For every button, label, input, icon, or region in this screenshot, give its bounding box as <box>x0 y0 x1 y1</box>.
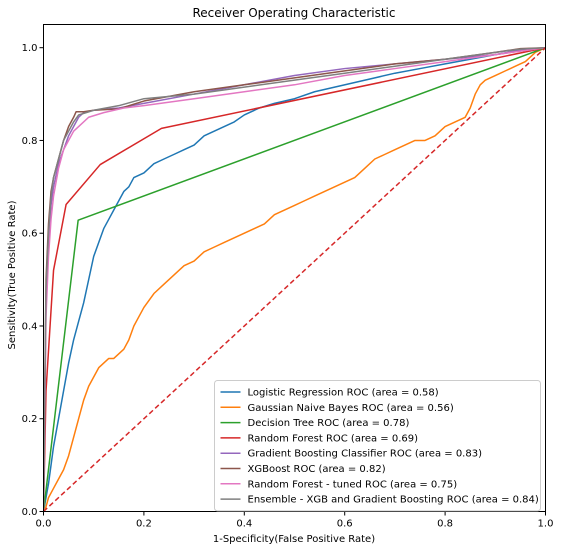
diagonal-reference-line <box>43 47 546 512</box>
x-tick-label: 0.0 <box>36 519 52 530</box>
y-tick-label: 0.4 <box>22 321 38 332</box>
legend-entry-label: Decision Tree ROC (area = 0.78) <box>248 418 410 429</box>
y-tick-label: 1.0 <box>22 43 38 54</box>
y-tick-label: 0.8 <box>22 136 38 147</box>
series-line-6 <box>43 46 546 512</box>
chart-title: Receiver Operating Characteristic <box>192 6 395 20</box>
y-tick-label: 0.0 <box>22 507 38 518</box>
legend: Logistic Regression ROC (area = 0.58) Gau… <box>214 380 541 512</box>
legend-entry-label: Random Forest - tuned ROC (area = 0.75) <box>248 479 458 490</box>
x-tick-label: 0.4 <box>236 519 252 530</box>
series-line-7 <box>43 46 546 512</box>
legend-entry-label: Gaussian Naive Bayes ROC (area = 0.56) <box>248 403 454 414</box>
series-line-0 <box>43 46 546 512</box>
legend-entry-label: Ensemble - XGB and Gradient Boosting ROC… <box>248 495 539 506</box>
y-tick-label: 0.6 <box>22 229 38 240</box>
legend-entry-label: Logistic Regression ROC (area = 0.58) <box>248 388 439 399</box>
legend-entry-label: XGBoost ROC (area = 0.82) <box>248 464 386 475</box>
series-line-2 <box>43 46 546 512</box>
ticks-layer: 0.0 0.2 0.4 0.6 0.8 1.0 0.0 0.2 0.4 0.6 0.8 1.0 <box>22 43 554 529</box>
legend-entry-label: Gradient Boosting Classifier ROC (area =… <box>248 449 483 460</box>
y-tick-label: 0.2 <box>22 414 38 425</box>
y-axis-label: Sensitivity(True Positive Rate) <box>7 200 18 349</box>
axes-frame <box>43 24 546 512</box>
x-tick-label: 0.6 <box>337 519 353 530</box>
series-layer <box>43 46 546 512</box>
x-tick-label: 0.8 <box>437 519 453 530</box>
legend-box <box>214 380 541 512</box>
x-tick-label: 0.2 <box>136 519 152 530</box>
series-line-3 <box>43 46 546 512</box>
x-axis-label: 1-Specificity(False Positive Rate) <box>213 534 375 545</box>
legend-entry-label: Random Forest ROC (area = 0.69) <box>248 433 419 444</box>
x-tick-label: 1.0 <box>538 519 554 530</box>
series-line-1 <box>43 47 546 512</box>
